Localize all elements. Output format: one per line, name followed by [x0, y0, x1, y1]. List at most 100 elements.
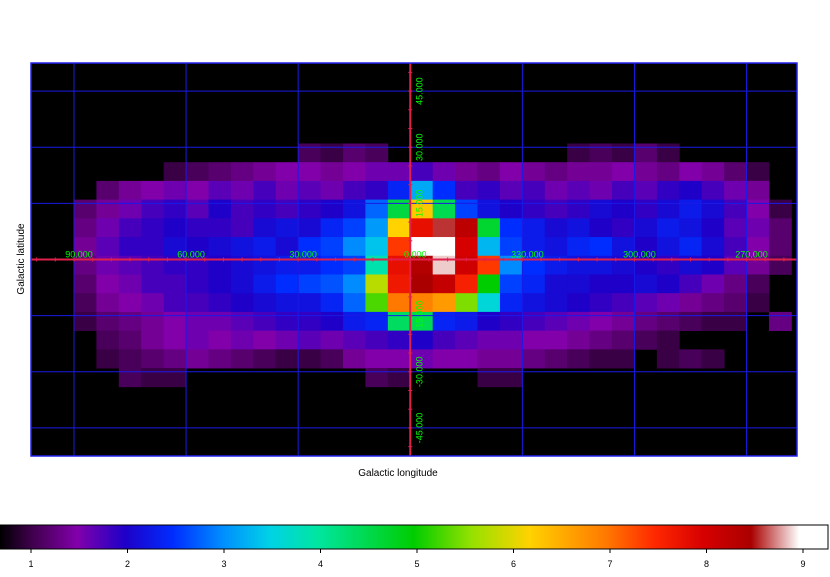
heatmap-cell	[768, 311, 792, 332]
heatmap-cell	[477, 311, 501, 332]
heatmap-cell	[387, 180, 411, 201]
heatmap-cell	[679, 293, 703, 313]
heatmap-cell	[253, 311, 277, 332]
heatmap-cell	[275, 162, 299, 182]
heatmap-cell	[477, 218, 501, 238]
heatmap-cell	[141, 349, 165, 369]
heatmap-cell	[320, 349, 344, 369]
heatmap-cell	[163, 349, 187, 369]
heatmap-cell	[141, 218, 165, 238]
heatmap-cell	[320, 255, 344, 275]
heatmap-cell	[589, 274, 613, 294]
heatmap-cell	[96, 293, 120, 313]
heatmap-cell	[724, 293, 747, 313]
heatmap-cell	[141, 199, 165, 219]
heatmap-cell	[701, 180, 725, 201]
heatmap-cell	[365, 349, 389, 369]
heatmap-cell	[298, 218, 321, 238]
heatmap-cell	[186, 274, 209, 294]
heatmap-cell	[118, 237, 142, 257]
colorbar-tick-label: 7	[607, 559, 612, 569]
heatmap-cell	[522, 311, 546, 332]
heatmap-cell	[163, 368, 187, 388]
heatmap-cell	[96, 180, 120, 201]
x-tick-label: 30.000	[289, 250, 317, 260]
heatmap-cell	[612, 237, 635, 257]
heatmap-cell	[73, 274, 97, 294]
heatmap-cell	[656, 255, 680, 275]
heatmap-cell	[656, 349, 680, 369]
heatmap-cell	[656, 330, 680, 350]
heatmap-cell	[343, 274, 366, 294]
heatmap-cell	[365, 293, 389, 313]
heatmap-cell	[141, 368, 165, 388]
heatmap-cell	[141, 311, 165, 332]
heatmap-cell	[186, 349, 209, 369]
x-tick-label: 270.000	[735, 250, 768, 260]
heatmap-cell	[208, 237, 232, 257]
heatmap-cell	[544, 311, 568, 332]
heatmap-cell	[186, 330, 209, 350]
heatmap-cell	[410, 237, 434, 257]
heatmap-cell	[410, 255, 434, 275]
heatmap-cell	[118, 368, 142, 388]
heatmap-cell	[746, 255, 770, 275]
heatmap-cell	[634, 330, 658, 350]
heatmap-cell	[96, 199, 120, 219]
heatmap-cell	[701, 218, 725, 238]
heatmap-cell	[387, 368, 411, 388]
heatmap-cell	[679, 218, 703, 238]
heatmap-cell	[208, 311, 232, 332]
heatmap-cell	[634, 311, 658, 332]
heatmap-cell	[499, 199, 523, 219]
heatmap-cell	[298, 180, 321, 201]
heatmap-cell	[544, 274, 568, 294]
heatmap-cell	[746, 199, 770, 219]
heatmap-cell	[612, 274, 635, 294]
heatmap-cell	[589, 180, 613, 201]
heatmap-cell	[387, 218, 411, 238]
heatmap-cell	[73, 293, 97, 313]
heatmap-cell	[365, 311, 389, 332]
heatmap-cell	[499, 293, 523, 313]
heatmap-cell	[96, 255, 120, 275]
heatmap-cell	[701, 293, 725, 313]
heatmap-cell	[410, 274, 434, 294]
heatmap-cell	[768, 199, 792, 219]
heatmap-cell	[387, 330, 411, 350]
x-tick-label: 90.000	[65, 250, 93, 260]
heatmap-cell	[656, 218, 680, 238]
axis-lines	[31, 63, 797, 456]
heatmap-cell	[746, 162, 770, 182]
heatmap-cell	[477, 349, 501, 369]
heatmap-cell	[73, 311, 97, 332]
heatmap-cell	[163, 199, 187, 219]
heatmap-cell	[567, 255, 591, 275]
heatmap-cell	[387, 162, 411, 182]
heatmap-cell	[455, 330, 478, 350]
plot-border	[30, 62, 798, 457]
heatmap-cell	[141, 293, 165, 313]
heatmap-cell	[208, 274, 232, 294]
heatmap-cell	[343, 293, 366, 313]
heatmap-cell	[96, 237, 120, 257]
heatmap-cell	[275, 237, 299, 257]
heatmap-cell	[522, 349, 546, 369]
heatmap-cell	[96, 330, 120, 350]
heatmap-cell	[186, 293, 209, 313]
heatmap-cell	[230, 274, 254, 294]
colorbar-tick-label: 1	[28, 559, 33, 569]
heatmap-cell	[499, 274, 523, 294]
heatmap-cell	[230, 162, 254, 182]
heatmap-cell	[567, 349, 591, 369]
heatmap-cell	[320, 143, 344, 163]
heatmap-cell	[589, 293, 613, 313]
heatmap-cell	[724, 199, 747, 219]
heatmap-cell	[186, 255, 209, 275]
heatmap-cell	[186, 311, 209, 332]
heatmap-cell	[343, 143, 366, 163]
colorbar-tick-label: 3	[221, 559, 226, 569]
heatmap-cell	[522, 293, 546, 313]
heatmap-cell	[163, 255, 187, 275]
